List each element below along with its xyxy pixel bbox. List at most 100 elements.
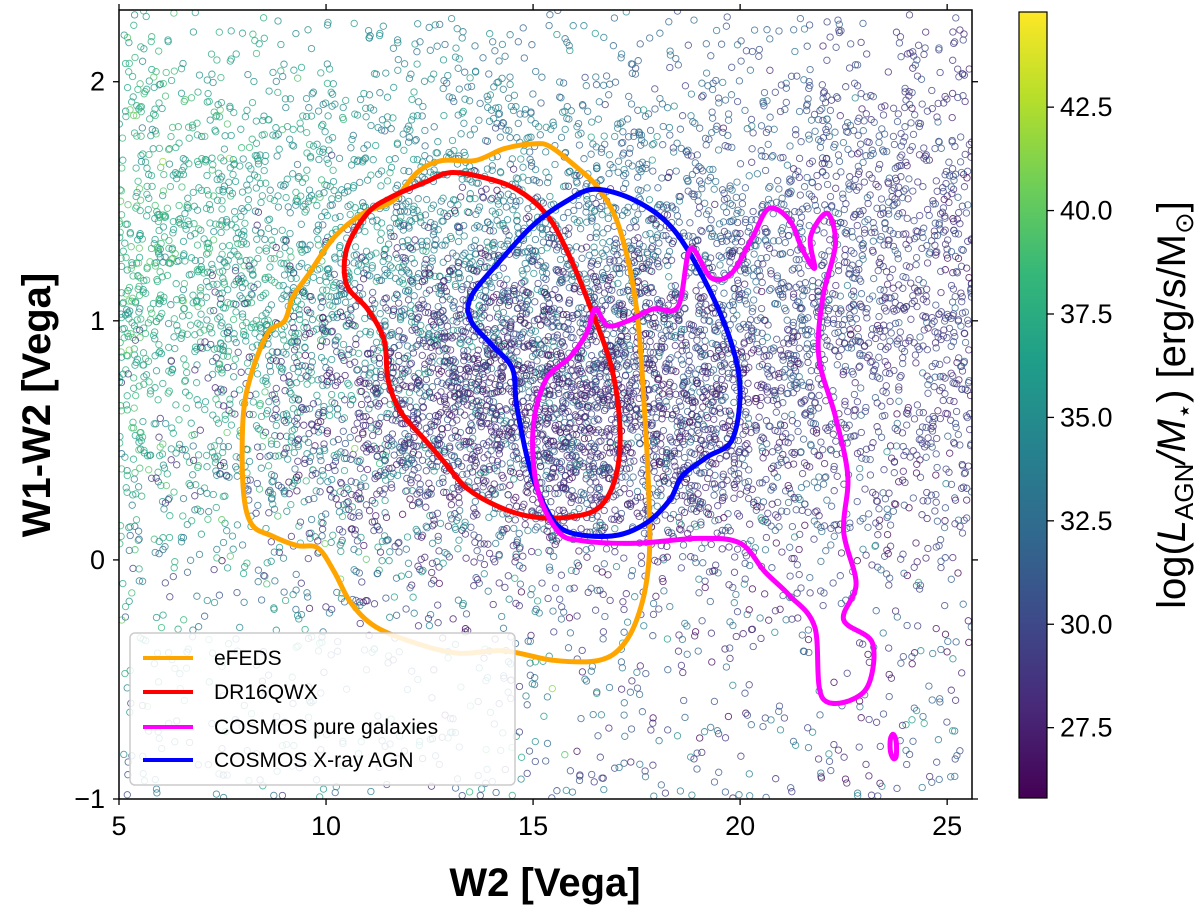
scatter-point [351, 204, 359, 212]
scatter-point [303, 380, 311, 388]
scatter-point [405, 269, 413, 278]
scatter-point [423, 237, 431, 245]
scatter-point [226, 400, 234, 408]
scatter-point [810, 447, 818, 456]
scatter-point [450, 97, 458, 106]
scatter-point [403, 533, 412, 541]
scatter-point [945, 324, 954, 333]
scatter-point [815, 473, 823, 481]
scatter-point [196, 338, 205, 346]
scatter-point [614, 168, 622, 176]
scatter-point [827, 502, 836, 510]
scatter-point [237, 125, 245, 133]
scatter-point [902, 185, 910, 193]
scatter-point [708, 114, 717, 122]
scatter-point [400, 207, 409, 215]
scatter-point [345, 381, 353, 389]
scatter-point [742, 353, 751, 361]
scatter-point [524, 381, 533, 389]
scatter-point [695, 589, 703, 597]
scatter-point [625, 149, 634, 157]
scatter-point [906, 453, 914, 461]
scatter-point [467, 82, 476, 91]
scatter-point [362, 391, 370, 399]
scatter-point [882, 570, 891, 578]
scatter-point [904, 403, 912, 412]
scatter-point [845, 180, 853, 188]
scatter-point [706, 254, 715, 262]
scatter-point [942, 167, 951, 176]
scatter-point [702, 69, 711, 77]
scatter-point [945, 468, 953, 476]
scatter-point [364, 26, 373, 35]
scatter-point [213, 56, 221, 64]
scatter-point [389, 114, 397, 122]
scatter-point [149, 145, 157, 153]
scatter-point [430, 166, 438, 174]
scatter-point [264, 316, 272, 324]
scatter-point [375, 170, 383, 178]
scatter-point [337, 547, 345, 556]
scatter-point [119, 432, 124, 441]
scatter-point [238, 321, 247, 330]
scatter-point [780, 339, 788, 347]
scatter-point [281, 180, 289, 189]
scatter-point [457, 130, 465, 138]
scatter-point [843, 258, 851, 267]
scatter-point [363, 141, 372, 149]
scatter-point [196, 321, 204, 329]
scatter-point [147, 244, 156, 253]
scatter-point [578, 254, 586, 262]
scatter-point [964, 316, 972, 324]
scatter-point [859, 127, 867, 135]
scatter-point [807, 116, 816, 124]
scatter-point [132, 516, 141, 524]
scatter-point [676, 125, 685, 133]
scatter-point [514, 223, 522, 231]
scatter-point [337, 391, 346, 400]
scatter-point [960, 516, 968, 524]
scatter-point [797, 269, 805, 277]
scatter-point [685, 232, 693, 240]
scatter-point [438, 241, 446, 249]
scatter-point [835, 20, 843, 28]
scatter-point [619, 138, 627, 147]
scatter-point [913, 451, 921, 459]
scatter-point [275, 145, 283, 153]
scatter-point [181, 96, 189, 104]
scatter-point [864, 523, 872, 531]
scatter-point [198, 132, 206, 141]
scatter-point [155, 296, 163, 304]
scatter-point [678, 325, 686, 334]
scatter-point [372, 141, 380, 150]
scatter-point [827, 446, 836, 455]
scatter-point [958, 245, 966, 254]
scatter-point [498, 40, 507, 49]
scatter-point [220, 182, 229, 190]
scatter-point [203, 489, 211, 498]
scatter-point [280, 336, 288, 344]
scatter-point [286, 209, 294, 217]
scatter-point [178, 294, 186, 302]
scatter-point [925, 211, 933, 220]
scatter-point [202, 293, 211, 301]
scatter-point [913, 228, 922, 236]
scatter-point [381, 322, 389, 330]
scatter-point [733, 209, 741, 218]
scatter-point [211, 126, 219, 134]
scatter-point [709, 366, 718, 374]
scatter-point [602, 72, 611, 80]
scatter-point [521, 248, 529, 256]
scatter-point [710, 185, 718, 193]
scatter-point [939, 204, 948, 212]
scatter-point [736, 160, 745, 168]
scatter-point [663, 446, 671, 454]
scatter-point [627, 439, 635, 447]
scatter-point [414, 98, 423, 106]
scatter-point [646, 216, 654, 224]
scatter-point [119, 228, 124, 236]
scatter-point [430, 220, 439, 229]
scatter-point [746, 561, 754, 570]
scatter-point [119, 289, 126, 297]
scatter-point [506, 133, 514, 142]
